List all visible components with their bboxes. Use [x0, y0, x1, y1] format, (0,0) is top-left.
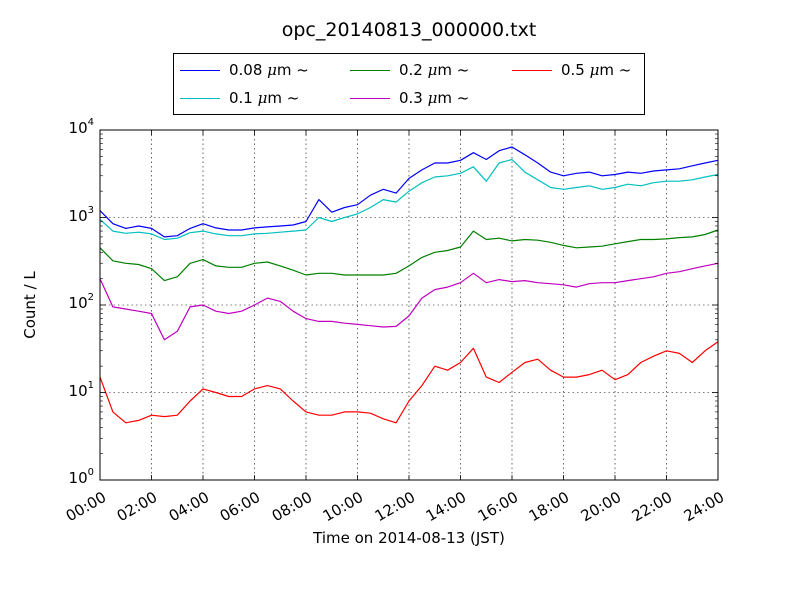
chart-title: opc_20140813_000000.txt [281, 19, 537, 41]
series-line [99, 341, 719, 424]
x-axis-label: Time on 2014-08-13 (JST) [313, 529, 505, 547]
plot-frame [99, 129, 719, 481]
y-tick-exponent: 3 [87, 204, 94, 216]
y-tick-exponent: 4 [87, 117, 94, 128]
series-line [99, 262, 719, 341]
legend-swatch [350, 69, 390, 71]
legend-swatch [180, 97, 220, 99]
y-tick-label: 103 [34, 204, 94, 225]
legend-label: 0.1 μm ~ [229, 89, 300, 107]
y-tick-base: 10 [68, 119, 88, 137]
y-tick-exponent: 2 [87, 292, 94, 303]
y-tick-label: 100 [34, 467, 94, 487]
y-tick-exponent: 1 [87, 379, 94, 391]
legend-swatch [180, 69, 220, 71]
y-tick-label: 104 [34, 117, 94, 137]
y-tick-label: 102 [34, 292, 94, 312]
legend-label: 0.08 μm ~ [229, 61, 309, 79]
series-line [99, 158, 719, 241]
y-tick-base: 10 [68, 381, 88, 400]
y-tick-label: 101 [34, 379, 94, 400]
legend-item: 0.1 μm ~ [180, 87, 299, 109]
legend-label: 0.2 μm ~ [399, 61, 470, 79]
y-tick-base: 10 [68, 469, 88, 487]
y-tick-base: 10 [68, 206, 88, 225]
legend-swatch [350, 97, 390, 99]
legend-item: 0.08 μm ~ [180, 59, 309, 81]
series-lines [99, 146, 719, 424]
legend-item: 0.2 μm ~ [350, 59, 469, 81]
y-tick-base: 10 [68, 294, 88, 312]
series-line [99, 229, 719, 282]
legend: 0.08 μm ~ 0.1 μm ~ 0.2 μm ~ 0.3 μm ~ 0.5… [173, 53, 645, 115]
series-line [99, 146, 719, 238]
legend-item: 0.5 μm ~ [512, 59, 631, 81]
legend-label: 0.3 μm ~ [399, 89, 470, 107]
grid-lines [99, 129, 719, 481]
legend-label: 0.5 μm ~ [561, 61, 632, 79]
y-tick-exponent: 0 [87, 467, 94, 478]
legend-swatch [512, 69, 552, 71]
legend-item: 0.3 μm ~ [350, 87, 469, 109]
